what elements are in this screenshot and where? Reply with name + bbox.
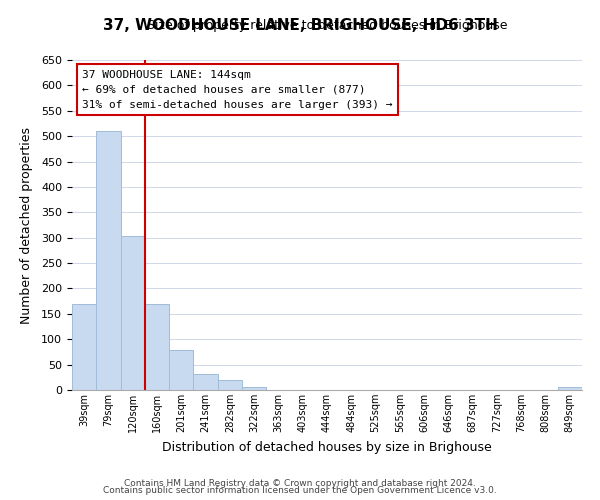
- Y-axis label: Number of detached properties: Number of detached properties: [20, 126, 33, 324]
- Bar: [218, 380, 242, 390]
- Bar: [558, 388, 582, 390]
- Bar: [193, 374, 218, 390]
- X-axis label: Distribution of detached houses by size in Brighouse: Distribution of detached houses by size …: [162, 440, 492, 454]
- Bar: [72, 304, 96, 390]
- Text: 37 WOODHOUSE LANE: 144sqm
← 69% of detached houses are smaller (877)
31% of semi: 37 WOODHOUSE LANE: 144sqm ← 69% of detac…: [82, 70, 392, 110]
- Title: Size of property relative to detached houses in Brighouse: Size of property relative to detached ho…: [147, 20, 507, 32]
- Bar: [242, 388, 266, 390]
- Bar: [145, 304, 169, 390]
- Bar: [169, 350, 193, 390]
- Bar: [96, 130, 121, 390]
- Bar: [121, 236, 145, 390]
- Text: Contains public sector information licensed under the Open Government Licence v3: Contains public sector information licen…: [103, 486, 497, 495]
- Text: Contains HM Land Registry data © Crown copyright and database right 2024.: Contains HM Land Registry data © Crown c…: [124, 478, 476, 488]
- Text: 37, WOODHOUSE LANE, BRIGHOUSE, HD6 3TH: 37, WOODHOUSE LANE, BRIGHOUSE, HD6 3TH: [103, 18, 497, 32]
